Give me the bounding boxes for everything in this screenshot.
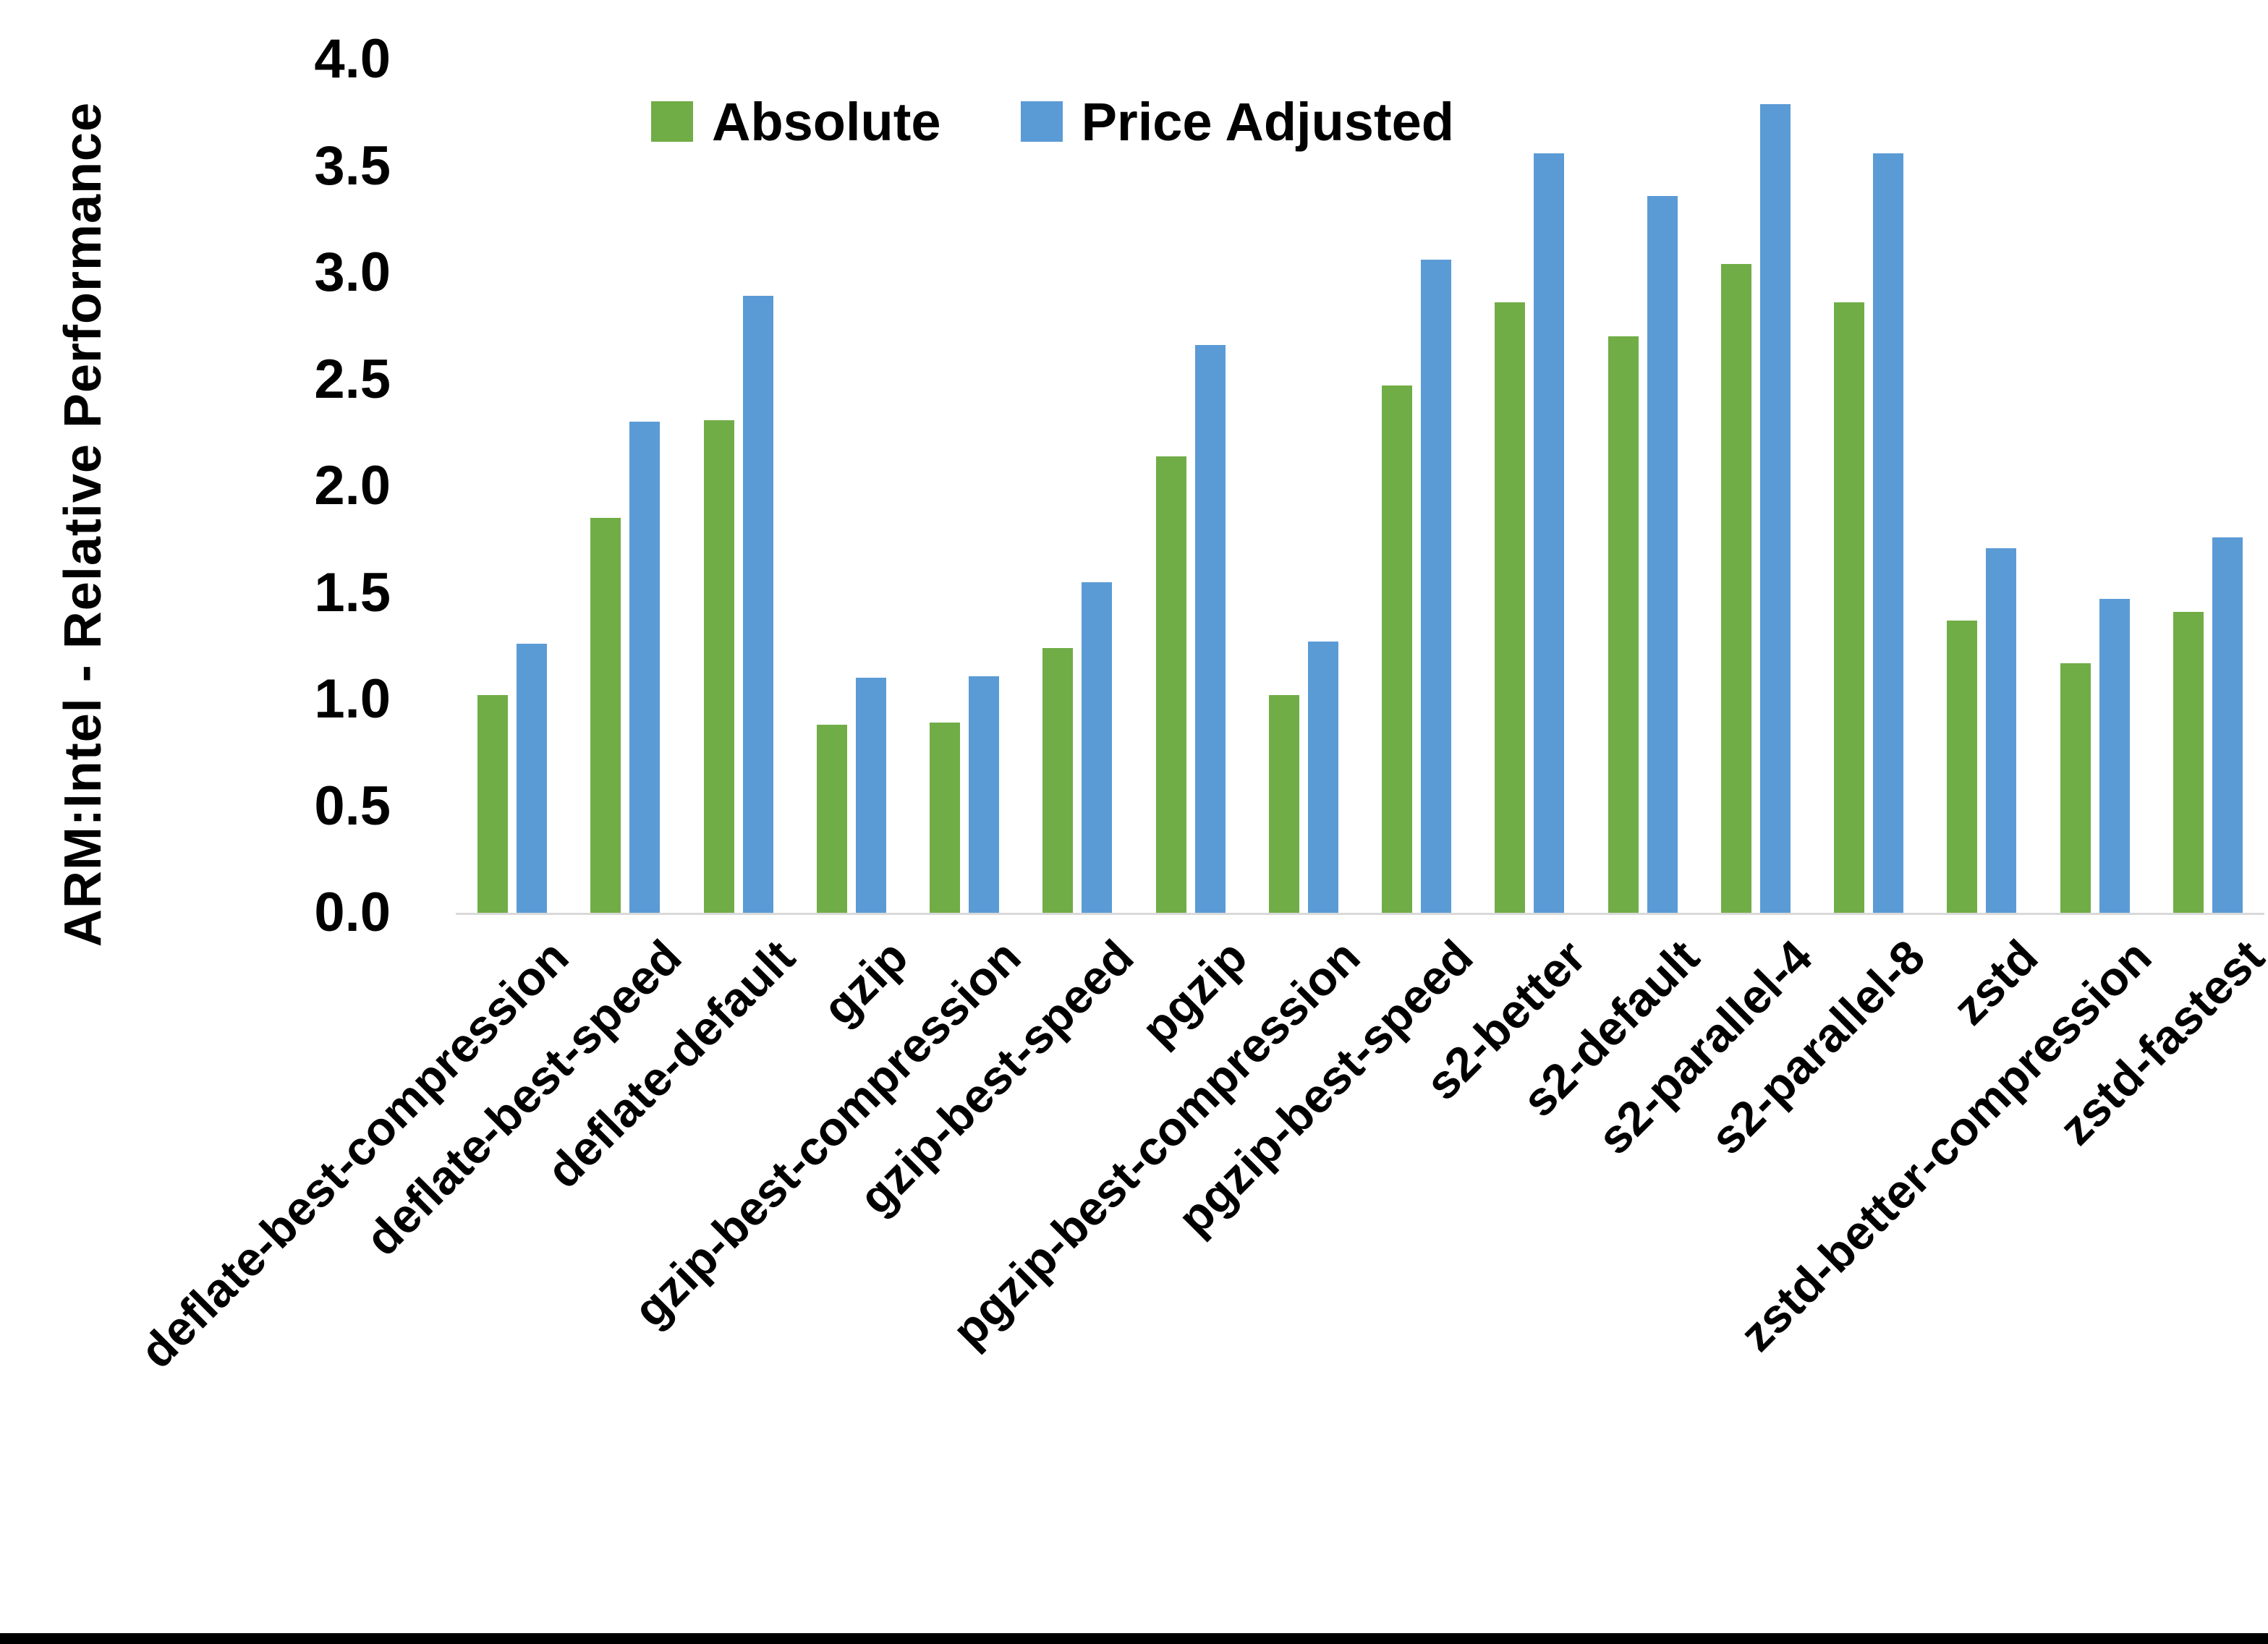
- bar-absolute-gzip-best-compression: [930, 723, 960, 913]
- legend-swatch-absolute-icon: [651, 101, 693, 142]
- bar-absolute-zstd-fastest: [2173, 612, 2204, 913]
- bar-price-adjusted-pgzip-best-speed: [1421, 260, 1451, 913]
- legend-swatch-price-adjusted-icon: [1020, 101, 1063, 142]
- bar-price-adjusted-zstd-fastest: [2212, 537, 2243, 913]
- y-tick-label: 4.0: [314, 28, 391, 90]
- bar-price-adjusted-pgzip: [1195, 345, 1226, 913]
- x-axis-line: [456, 913, 2264, 915]
- bar-price-adjusted-s2-better: [1534, 153, 1564, 913]
- bar-absolute-deflate-best-compression: [477, 695, 508, 913]
- bar-price-adjusted-zstd-better-compression: [2099, 599, 2130, 913]
- y-tick-label: 1.0: [314, 668, 391, 730]
- y-tick-label: 3.0: [314, 242, 391, 303]
- bar-absolute-s2-parallel-4: [1721, 264, 1751, 913]
- bar-absolute-zstd-better-compression: [2060, 663, 2091, 913]
- legend-label-price-adjusted: Price Adjusted: [1081, 91, 1454, 152]
- legend-item-price-adjusted: Price Adjusted: [1020, 91, 1454, 153]
- bar-absolute-deflate-default: [704, 420, 734, 913]
- bar-price-adjusted-pgzip-best-compression: [1308, 642, 1338, 913]
- y-tick-label: 1.5: [314, 561, 391, 623]
- bar-absolute-zstd: [1947, 621, 1977, 913]
- y-tick-label: 2.5: [314, 348, 391, 410]
- bar-price-adjusted-zstd: [1986, 548, 2016, 913]
- bar-price-adjusted-deflate-best-compression: [517, 644, 547, 913]
- bar-absolute-s2-better: [1495, 302, 1525, 913]
- bar-price-adjusted-deflate-best-speed: [629, 422, 660, 913]
- bar-absolute-deflate-best-speed: [590, 518, 621, 913]
- bar-absolute-pgzip-best-speed: [1382, 386, 1412, 913]
- bar-absolute-s2-default: [1608, 336, 1639, 913]
- bar-absolute-gzip: [817, 725, 847, 913]
- y-tick-label: 0.0: [314, 882, 391, 943]
- bar-absolute-gzip-best-speed: [1042, 648, 1073, 913]
- bottom-border: [0, 1633, 2268, 1644]
- bar-price-adjusted-deflate-default: [743, 296, 773, 913]
- bar-absolute-pgzip-best-compression: [1269, 695, 1299, 913]
- bar-absolute-s2-parallel-8: [1834, 302, 1864, 913]
- bar-absolute-pgzip: [1156, 456, 1186, 913]
- bar-price-adjusted-s2-parallel-4: [1760, 104, 1791, 913]
- y-tick-label: 3.5: [314, 135, 391, 197]
- y-tick-label: 2.0: [314, 455, 391, 516]
- bar-price-adjusted-gzip-best-speed: [1082, 582, 1112, 913]
- bar-price-adjusted-gzip-best-compression: [969, 676, 999, 913]
- legend: Absolute Price Adjusted: [651, 91, 1454, 153]
- legend-item-absolute: Absolute: [651, 91, 941, 153]
- bar-price-adjusted-s2-default: [1647, 196, 1678, 913]
- bar-price-adjusted-s2-parallel-8: [1873, 153, 1903, 913]
- y-tick-label: 0.5: [314, 775, 391, 837]
- bar-price-adjusted-gzip: [856, 678, 886, 913]
- legend-label-absolute: Absolute: [712, 91, 941, 152]
